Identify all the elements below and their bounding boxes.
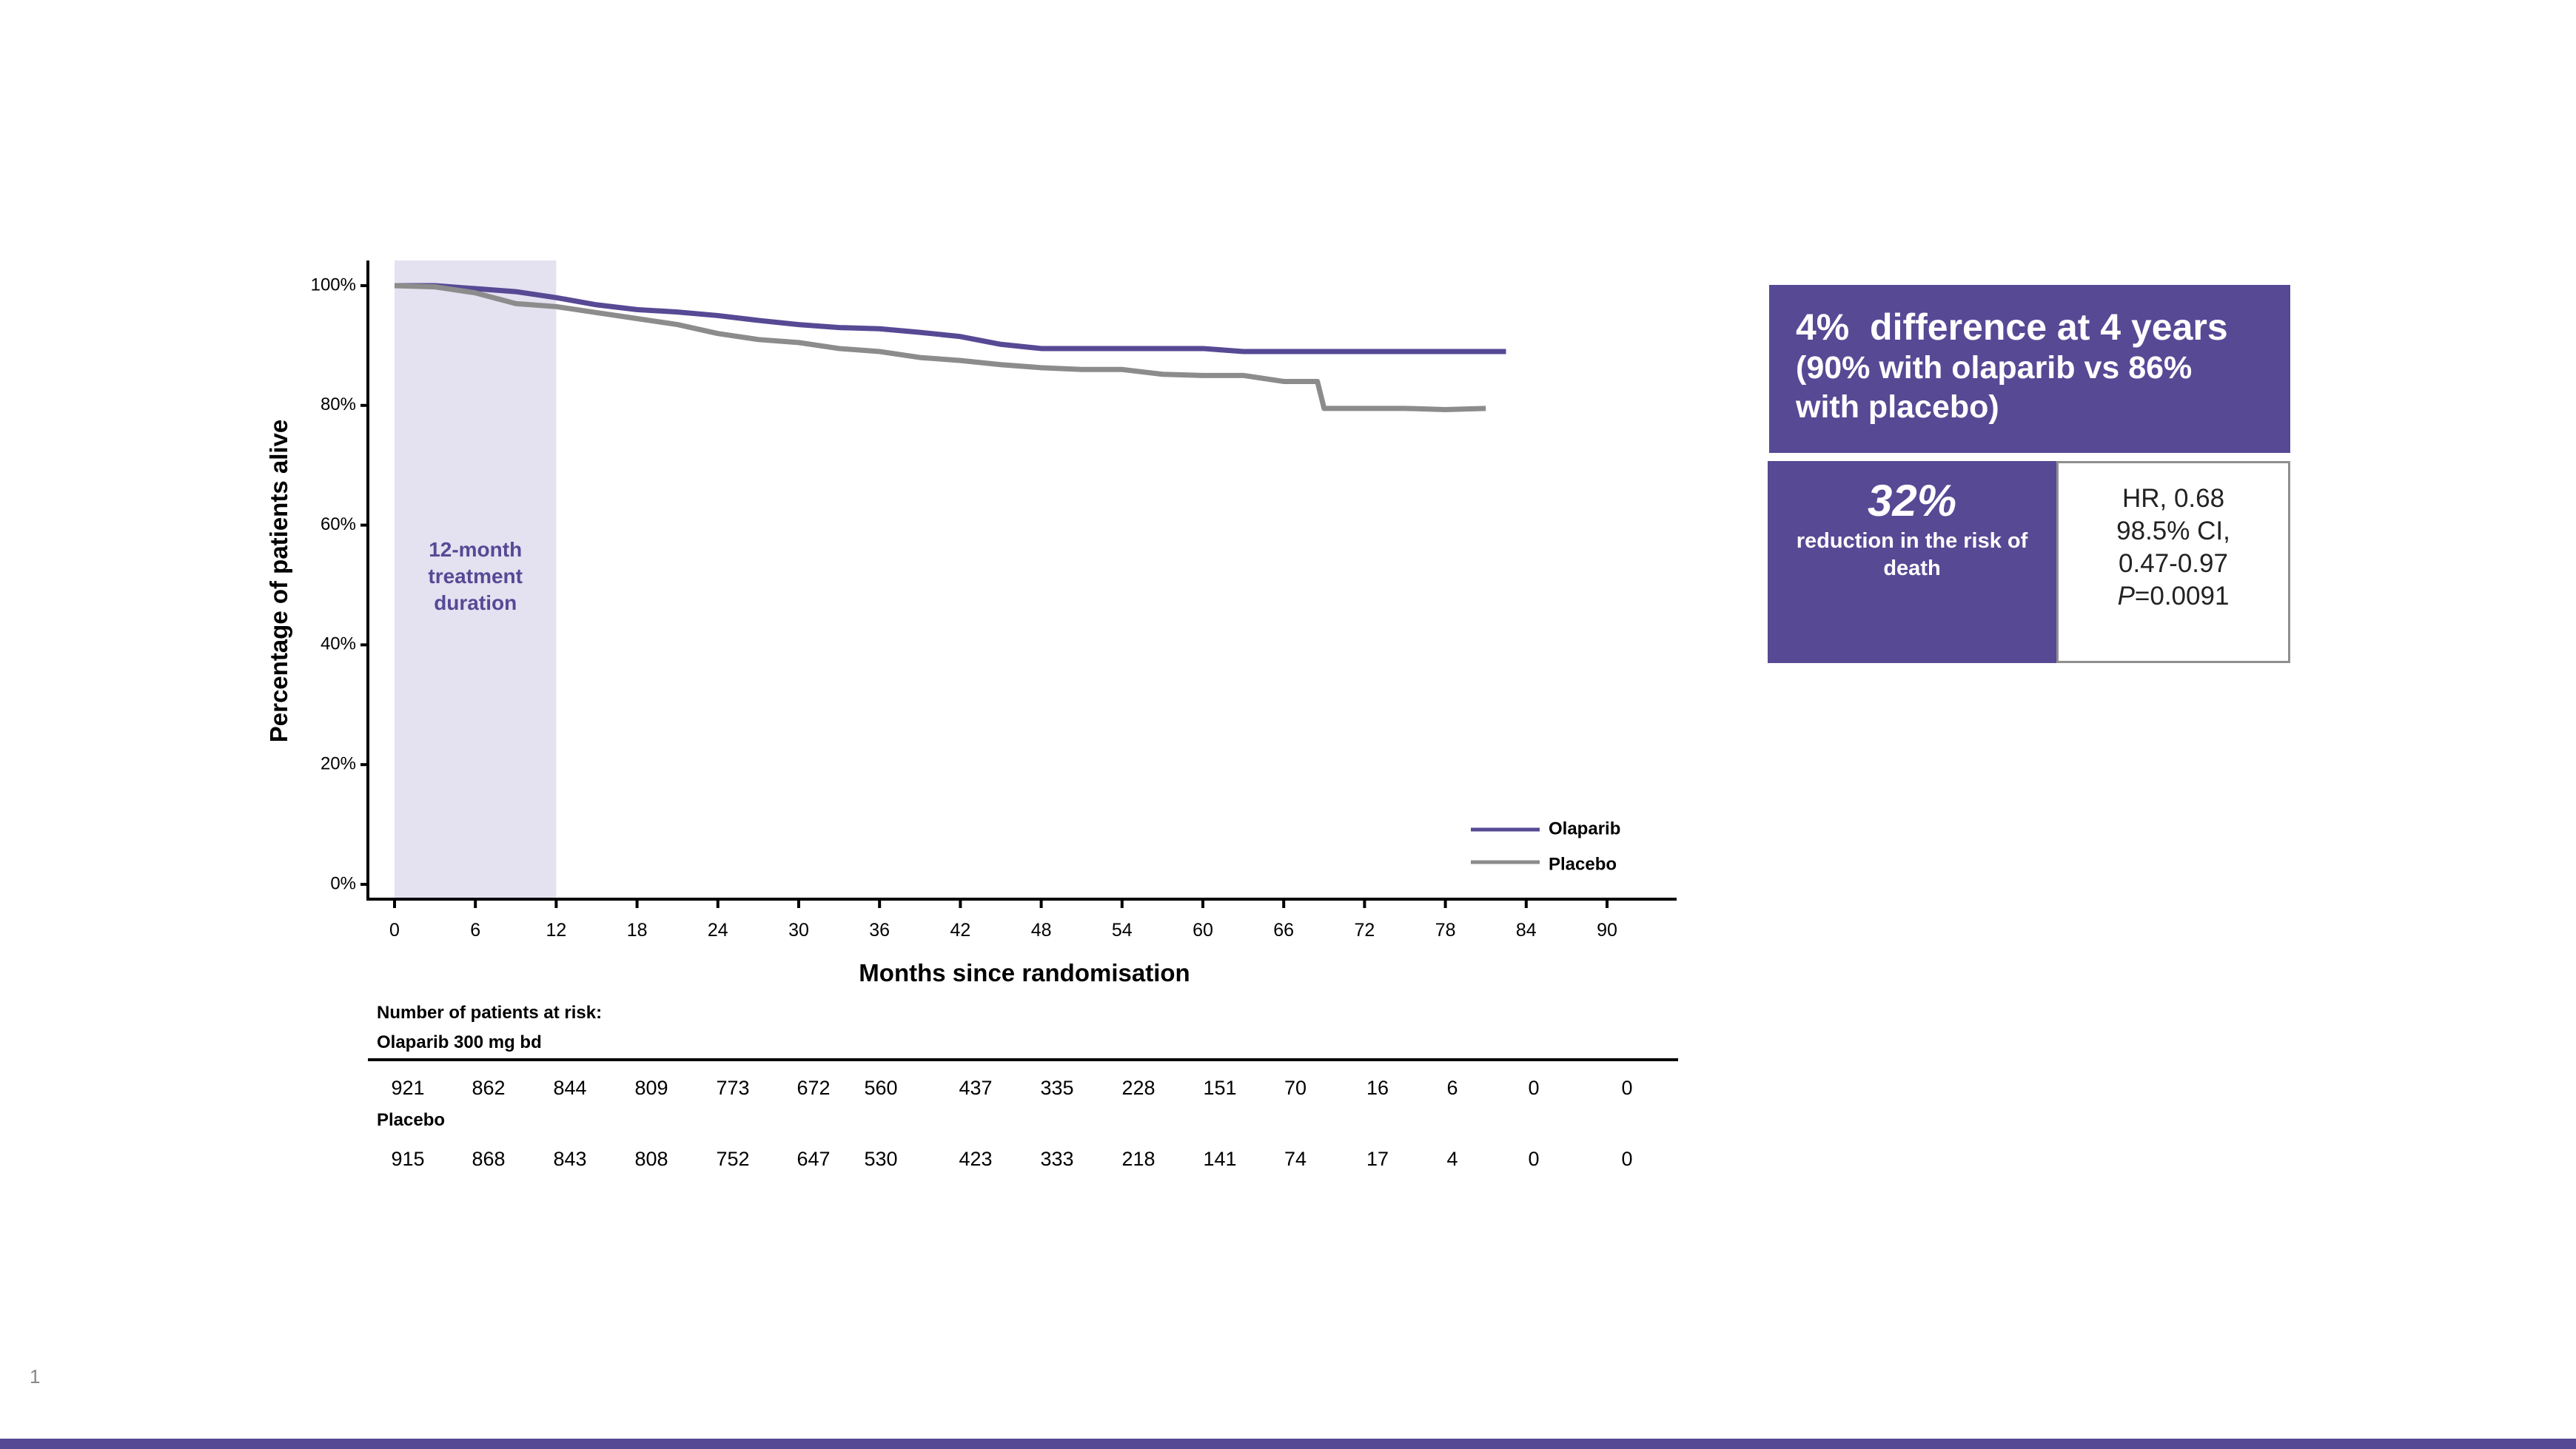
- risk-value: 333: [1040, 1148, 1074, 1170]
- x-tick-label: 24: [708, 920, 728, 941]
- y-axis-title: Percentage of patients alive: [265, 420, 292, 743]
- x-tick-label: 72: [1354, 920, 1375, 941]
- x-tick-label: 66: [1273, 920, 1294, 941]
- reduction-text: reduction in the risk of death: [1796, 529, 2028, 580]
- risk-value: 437: [959, 1077, 993, 1099]
- risk-value: 70: [1284, 1077, 1307, 1099]
- risk-value: 0: [1528, 1077, 1540, 1099]
- treatment-duration-label: 12-month treatment duration: [428, 538, 523, 614]
- legend-placebo-label: Placebo: [1549, 854, 1617, 874]
- y-tick-label: 80%: [321, 394, 356, 414]
- risk-placebo-label: Placebo: [377, 1110, 446, 1130]
- y-tick-label: 40%: [321, 634, 356, 654]
- x-tick-label: 60: [1193, 920, 1213, 941]
- legend-olaparib-label: Olaparib: [1549, 818, 1620, 838]
- page-number: 1: [30, 1365, 41, 1388]
- risk-value: 0: [1621, 1077, 1633, 1099]
- risk-olaparib-label: Olaparib 300 mg bd: [377, 1032, 542, 1052]
- y-tick-label: 0%: [330, 873, 356, 893]
- risk-value: 647: [796, 1148, 831, 1170]
- reduction-box: 32% reduction in the risk of death: [1768, 461, 2056, 663]
- p-value: P=0.0091: [2059, 580, 2288, 613]
- risk-value: 560: [864, 1077, 898, 1099]
- risk-value: 809: [634, 1077, 668, 1099]
- risk-value: 921: [391, 1077, 425, 1099]
- headline-box: 4% difference at 4 years (90% with olapa…: [1769, 285, 2290, 453]
- x-tick-label: 42: [950, 920, 970, 941]
- x-tick-label: 0: [389, 920, 400, 941]
- treatment-duration-label-line: duration: [434, 591, 517, 614]
- risk-value: 16: [1366, 1077, 1389, 1099]
- x-tick-label: 54: [1112, 920, 1133, 941]
- reduction-percent: 32%: [1867, 476, 1957, 525]
- x-tick-label: 6: [470, 920, 480, 941]
- risk-value: 844: [553, 1077, 587, 1099]
- risk-value: 752: [716, 1148, 750, 1170]
- ci-label: 98.5% CI,: [2116, 517, 2230, 545]
- x-tick-label: 78: [1435, 920, 1456, 941]
- hazard-ratio-box: HR, 0.68 98.5% CI, 0.47-0.97 P=0.0091: [2056, 461, 2290, 663]
- risk-value: 218: [1121, 1148, 1155, 1170]
- risk-value: 773: [716, 1077, 750, 1099]
- risk-value: 672: [796, 1077, 831, 1099]
- risk-value: 0: [1621, 1148, 1633, 1170]
- p-value-number: =0.0091: [2134, 582, 2230, 611]
- headline-text: 4% difference at 4 years: [1796, 306, 2228, 348]
- series-line-olaparib: [395, 283, 1506, 354]
- x-tick-label: 30: [788, 920, 809, 941]
- risk-value: 0: [1528, 1148, 1540, 1170]
- treatment-duration-shade: [395, 260, 557, 899]
- series-line-placebo: [394, 283, 1486, 412]
- headline-subtext: (90% with olaparib vs 86% with placebo): [1796, 350, 2193, 425]
- risk-value: 915: [391, 1148, 425, 1170]
- risk-value: 335: [1040, 1077, 1074, 1099]
- x-tick-label: 90: [1597, 920, 1617, 941]
- treatment-duration-label-line: treatment: [428, 565, 523, 588]
- risk-value: 6: [1446, 1077, 1458, 1099]
- risk-value: 423: [959, 1148, 993, 1170]
- y-tick-label: 60%: [321, 514, 356, 534]
- y-tick-label: 100%: [311, 275, 356, 295]
- risk-value: 530: [864, 1148, 898, 1170]
- p-label: P: [2117, 582, 2135, 611]
- risk-value: 862: [472, 1077, 506, 1099]
- risk-table-title: Number of patients at risk:: [377, 1003, 603, 1023]
- risk-value: 151: [1203, 1077, 1237, 1099]
- risk-value: 228: [1121, 1077, 1155, 1099]
- x-axis-title: Months since randomisation: [859, 959, 1190, 986]
- risk-value: 74: [1284, 1148, 1307, 1170]
- legend: Olaparib Placebo: [1471, 818, 1620, 874]
- x-tick-label: 84: [1516, 920, 1537, 941]
- x-tick-label: 18: [627, 920, 648, 941]
- risk-value: 868: [472, 1148, 506, 1170]
- risk-value: 141: [1203, 1148, 1237, 1170]
- risk-value: 808: [634, 1148, 668, 1170]
- risk-value: 843: [553, 1148, 587, 1170]
- hazard-ratio: HR, 0.68: [2121, 484, 2225, 513]
- x-tick-label: 36: [869, 920, 890, 941]
- ci-range: 0.47-0.97: [2119, 549, 2228, 578]
- risk-value: 4: [1446, 1148, 1458, 1170]
- x-tick-label: 48: [1031, 920, 1052, 941]
- risk-table-divider: [368, 1058, 1678, 1061]
- risk-value: 17: [1366, 1148, 1389, 1170]
- x-tick-label: 12: [546, 920, 566, 941]
- y-tick-label: 20%: [321, 754, 356, 774]
- treatment-duration-label-line: 12-month: [429, 538, 522, 561]
- footer-bar: [0, 1439, 2576, 1449]
